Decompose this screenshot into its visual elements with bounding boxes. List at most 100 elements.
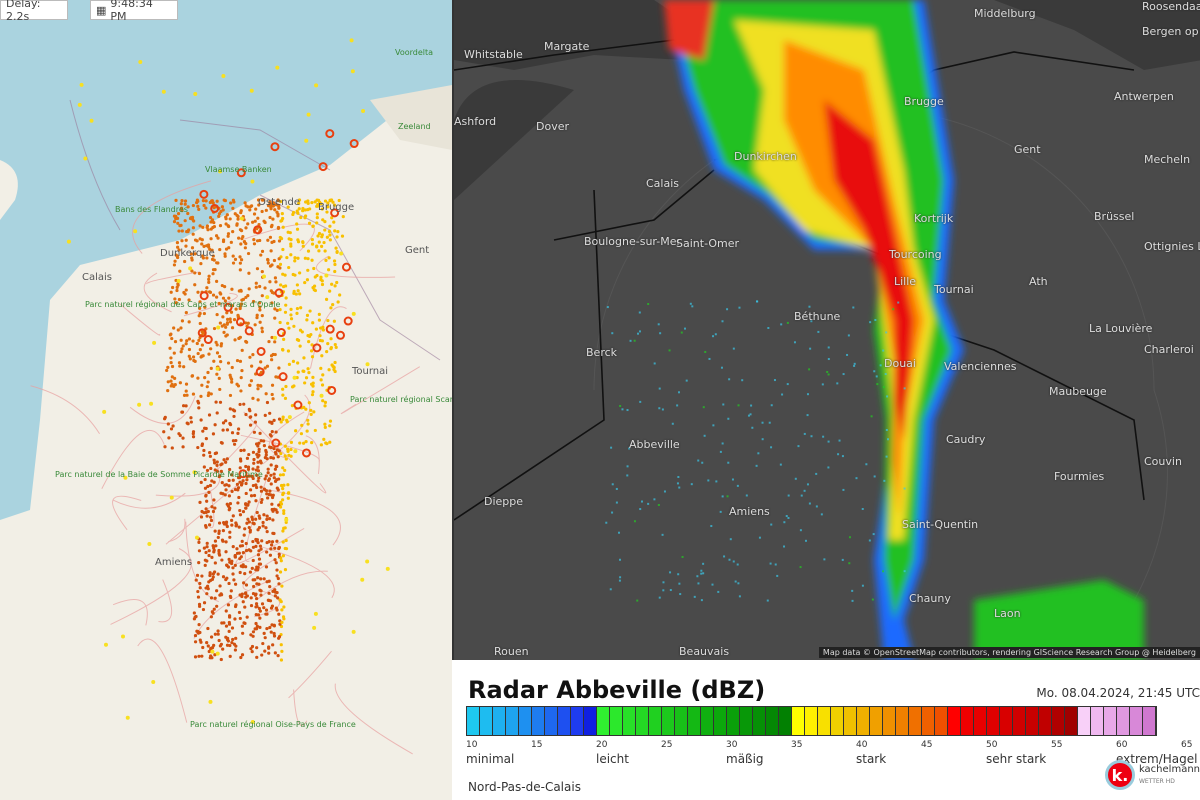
lightning-strike bbox=[207, 274, 211, 278]
lightning-strike bbox=[239, 216, 244, 221]
radar-echo bbox=[669, 571, 672, 574]
lightning-strike bbox=[218, 169, 223, 174]
lightning-strike bbox=[268, 599, 273, 603]
lightning-map[interactable]: Delay: 2.2s ▦ 9:48:34 PM Ostende Brugge Dun… bbox=[0, 0, 452, 800]
radar-echo bbox=[873, 370, 876, 373]
lightning-strike bbox=[250, 566, 254, 570]
radar-canvas bbox=[454, 0, 1200, 660]
time-indicator[interactable]: ▦ 9:48:34 PM bbox=[90, 0, 178, 23]
lightning-strike bbox=[323, 199, 328, 203]
lightning-strike bbox=[235, 551, 240, 555]
radar-echo bbox=[827, 346, 830, 349]
lightning-strike bbox=[300, 423, 304, 427]
lightning-strike bbox=[272, 624, 276, 628]
lightning-strike bbox=[337, 198, 341, 203]
scale-cell bbox=[1130, 707, 1143, 735]
lightning-strike bbox=[212, 220, 216, 225]
lightning-strike bbox=[331, 302, 335, 307]
park-label: Vlaamse Banken bbox=[205, 165, 272, 174]
lightning-strike bbox=[265, 295, 270, 300]
radar-echo bbox=[626, 409, 629, 412]
lightning-strike bbox=[307, 370, 311, 375]
lightning-strike bbox=[306, 201, 310, 205]
lightning-strike bbox=[207, 277, 211, 281]
lightning-strike bbox=[254, 592, 258, 596]
lightning-strike bbox=[303, 256, 307, 260]
lightning-strike bbox=[225, 457, 229, 461]
lightning-strike bbox=[308, 309, 312, 313]
lightning-strike bbox=[257, 450, 261, 454]
lightning-strike bbox=[241, 631, 245, 635]
lightning-strike bbox=[271, 518, 275, 522]
lightning-strike bbox=[218, 247, 222, 252]
radar-echo bbox=[712, 424, 715, 427]
lightning-strike bbox=[230, 365, 234, 370]
lightning-strike bbox=[228, 530, 232, 534]
lightning-strike bbox=[365, 559, 370, 564]
lightning-strike bbox=[198, 306, 202, 310]
radar-echo bbox=[678, 486, 681, 489]
lightning-strike bbox=[277, 366, 281, 370]
lightning-strike bbox=[212, 570, 217, 574]
lightning-strike bbox=[298, 292, 302, 296]
lightning-strike bbox=[169, 290, 173, 294]
city-label: Saint-Omer bbox=[676, 237, 740, 250]
lightning-strike bbox=[279, 600, 283, 604]
lightning-strike bbox=[283, 444, 287, 448]
storm-echo bbox=[664, 0, 1144, 660]
city-label: Couvin bbox=[1144, 455, 1182, 468]
lightning-strike bbox=[197, 406, 201, 410]
lightning-strike bbox=[209, 237, 213, 241]
radar-echo bbox=[702, 406, 705, 409]
lightning-strike bbox=[186, 230, 190, 234]
lightning-strike bbox=[177, 229, 181, 233]
radar-echo bbox=[770, 404, 773, 407]
radar-echo bbox=[677, 573, 680, 576]
radar-echo bbox=[638, 330, 641, 333]
recent-strike bbox=[274, 288, 284, 298]
lightning-strike bbox=[259, 384, 263, 388]
radar-map[interactable]: Whitstable Margate Dover Ashford Calais Dunki… bbox=[452, 0, 1200, 660]
radar-echo bbox=[823, 558, 826, 561]
lightning-strike bbox=[192, 617, 197, 621]
lightning-strike bbox=[173, 259, 177, 263]
radar-echo bbox=[680, 331, 683, 334]
lightning-strike bbox=[214, 340, 218, 344]
lightning-strike bbox=[239, 302, 244, 306]
recent-strike bbox=[253, 225, 263, 235]
radar-echo bbox=[781, 393, 784, 396]
lightning-strike bbox=[287, 265, 291, 270]
lightning-strike bbox=[311, 390, 315, 394]
lightning-strike bbox=[186, 211, 190, 216]
lightning-map-canvas bbox=[0, 0, 452, 755]
lightning-strike bbox=[177, 361, 182, 365]
lightning-strike bbox=[237, 525, 241, 529]
road bbox=[143, 272, 172, 313]
scale-cell bbox=[688, 707, 701, 735]
city-label: Chauny bbox=[909, 592, 951, 605]
scale-cell bbox=[480, 707, 493, 735]
lightning-strike bbox=[66, 239, 71, 244]
lightning-strike bbox=[209, 392, 213, 396]
lightning-strike bbox=[260, 602, 265, 606]
lightning-strike bbox=[273, 588, 277, 592]
lightning-strike bbox=[238, 544, 243, 548]
lightning-strike bbox=[228, 615, 232, 619]
map-attribution[interactable]: Map data © OpenStreetMap contributors, r… bbox=[818, 647, 1200, 658]
radar-echo bbox=[658, 596, 661, 599]
lightning-strike bbox=[283, 273, 287, 277]
lightning-strike bbox=[187, 337, 192, 341]
lightning-strike bbox=[238, 616, 242, 621]
lightning-strike bbox=[258, 284, 262, 289]
lightning-strike bbox=[272, 631, 276, 636]
lightning-strike bbox=[330, 282, 334, 286]
recent-strike bbox=[255, 367, 265, 377]
lightning-strike bbox=[298, 328, 303, 332]
recent-strike bbox=[197, 328, 207, 338]
lightning-strike bbox=[235, 547, 239, 551]
radar-echo bbox=[659, 332, 662, 335]
lightning-strike bbox=[276, 596, 280, 600]
lightning-strike bbox=[276, 576, 280, 581]
lightning-strike bbox=[263, 413, 267, 417]
radar-echo bbox=[886, 438, 889, 441]
